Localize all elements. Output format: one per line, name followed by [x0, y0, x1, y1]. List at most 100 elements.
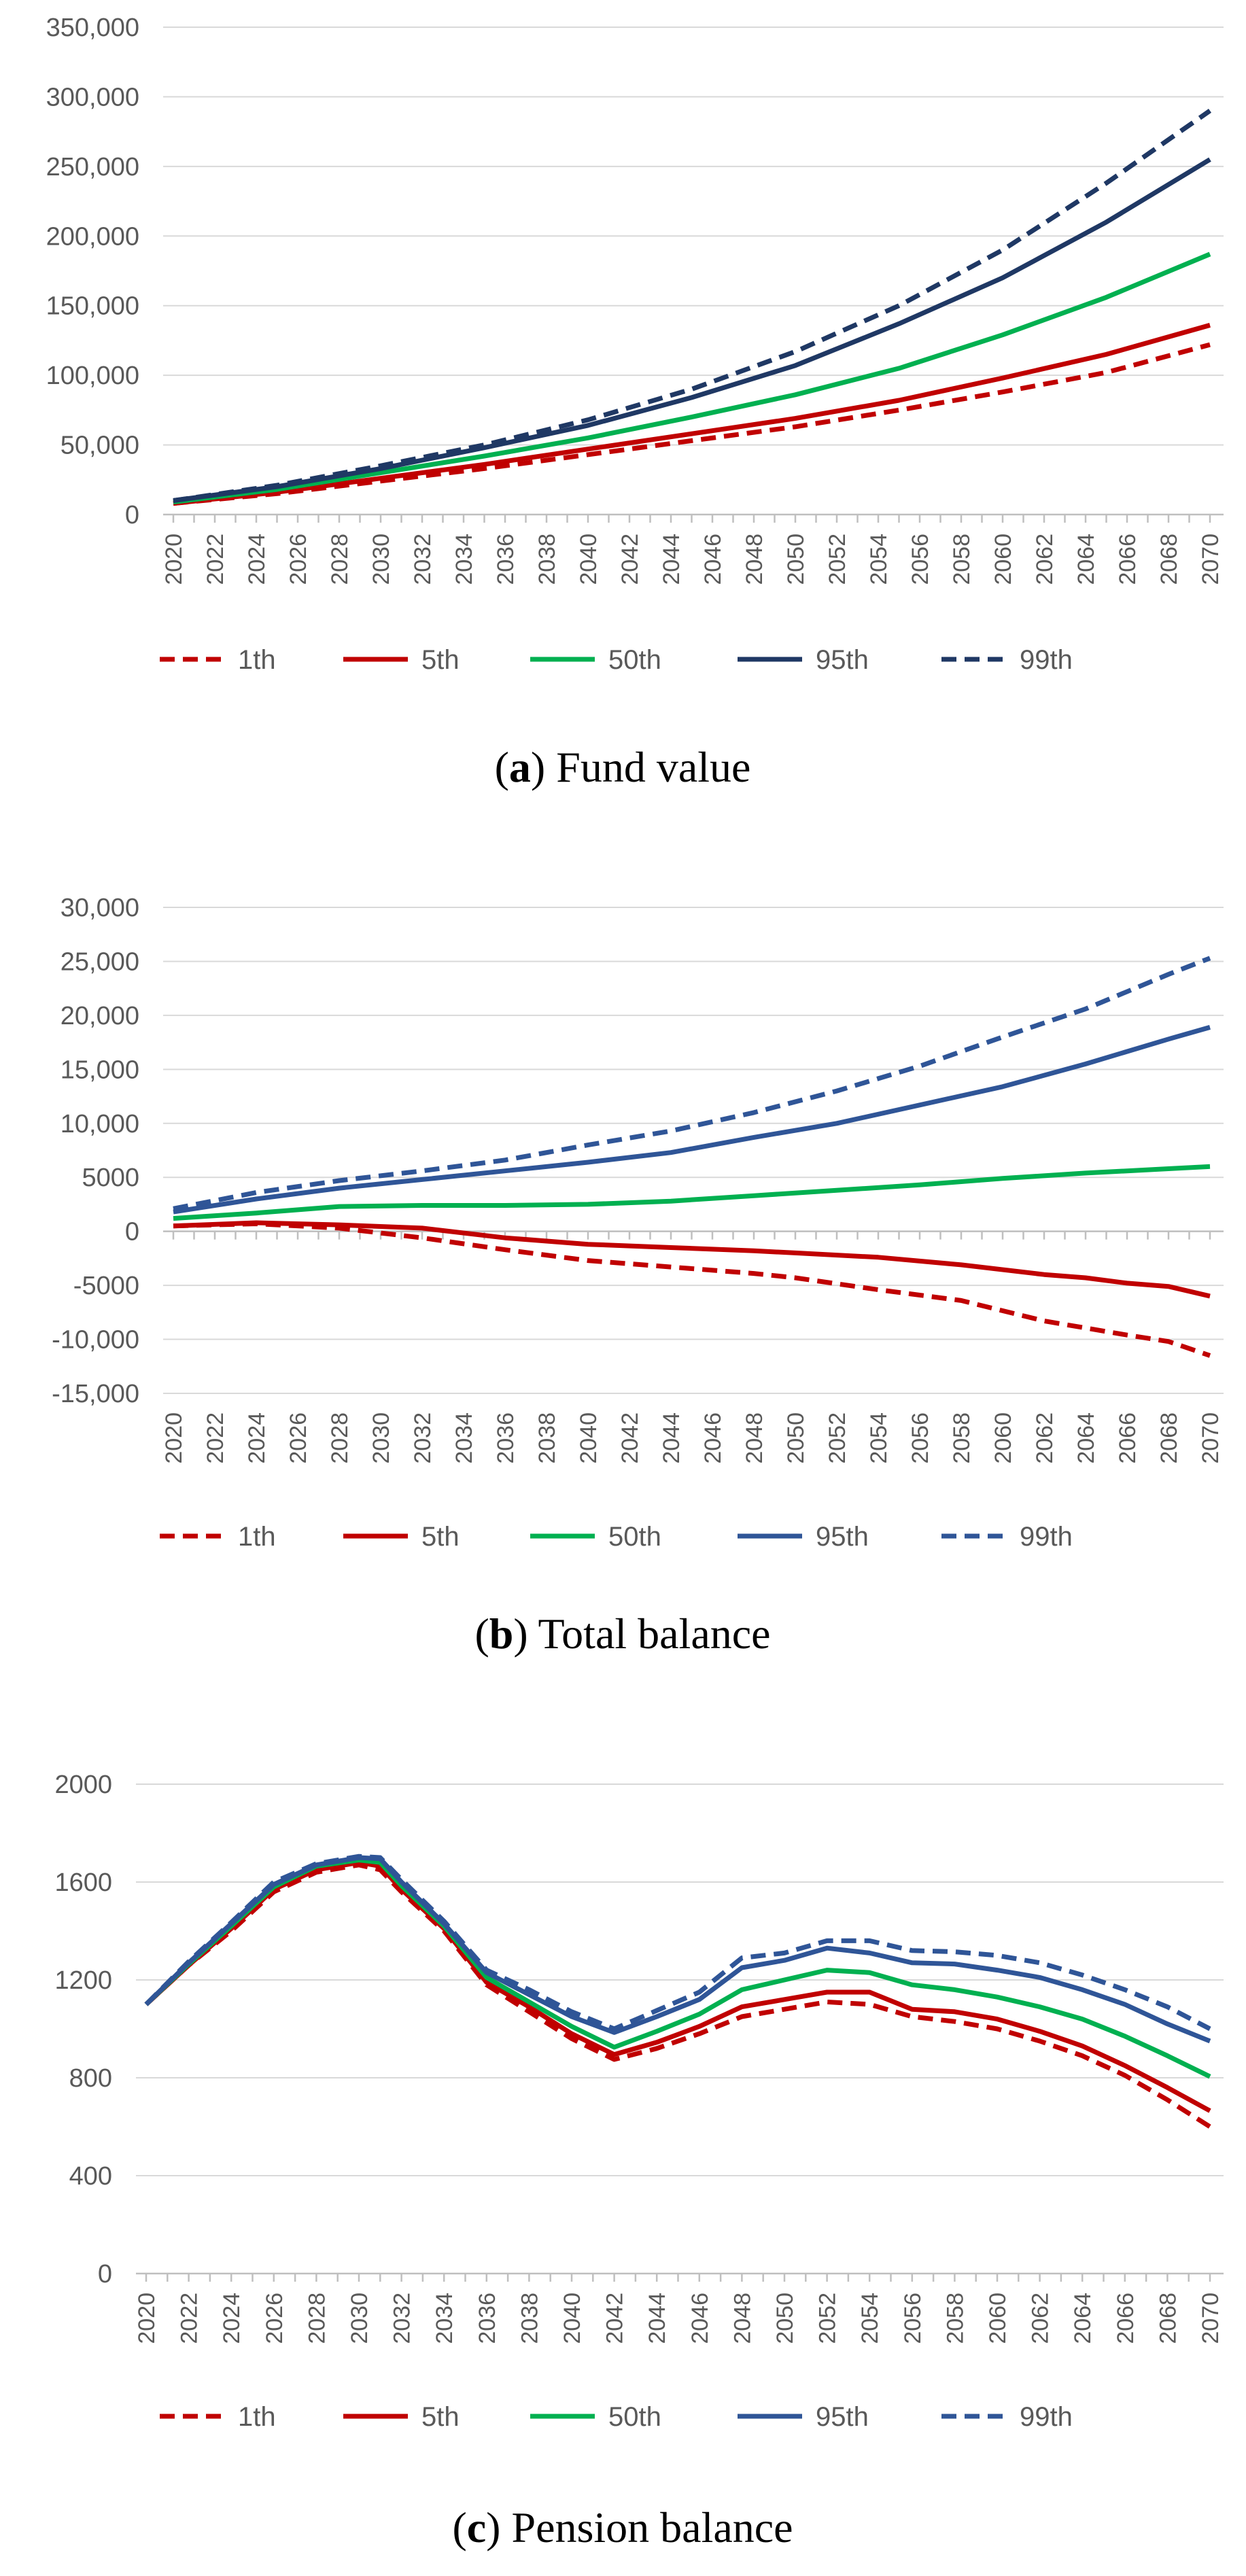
total-balance-x-tick-label: 2048 — [742, 1412, 767, 1464]
total-balance-legend-label: 1th — [238, 1522, 276, 1552]
total-balance-x-tick-label: 2060 — [990, 1412, 1016, 1464]
pension-balance-legend-label: 50th — [608, 2402, 661, 2432]
total-balance-x-tick-label: 2062 — [1032, 1412, 1058, 1464]
total-balance-x-tick-label: 2058 — [949, 1412, 975, 1464]
pension-balance-x-tick-label: 2062 — [1028, 2293, 1054, 2344]
total-balance-x-tick-label: 2044 — [659, 1412, 685, 1464]
fund-value-legend-label: 95th — [816, 645, 869, 675]
pension-balance-x-tick-label: 2044 — [644, 2293, 670, 2344]
fund-value-x-tick-label: 2028 — [327, 534, 353, 585]
total-balance-y-tick-label: 15,000 — [60, 1056, 139, 1084]
total-balance-x-tick-label: 2042 — [617, 1412, 643, 1464]
pension-balance-caption: (c) Pension balance — [452, 2503, 793, 2552]
pension-balance-y-tick-label: 2000 — [54, 1771, 112, 1799]
total-balance-x-tick-label: 2052 — [825, 1412, 850, 1464]
fund-value-caption-text: Fund value — [556, 743, 750, 791]
fund-value-x-tick-label: 2020 — [161, 534, 187, 585]
pension-balance-caption-text: Pension balance — [511, 2503, 793, 2552]
pension-balance-x-tick-label: 2064 — [1070, 2293, 1096, 2344]
total-balance-x-tick-label: 2066 — [1115, 1412, 1141, 1464]
fund-value-x-tick-label: 2042 — [617, 534, 643, 585]
fund-value-y-tick-label: 250,000 — [46, 153, 139, 181]
total-balance-series-95th — [173, 1025, 1211, 1215]
fund-value-y-tick-label: 100,000 — [46, 362, 139, 390]
fund-value-x-tick-label: 2040 — [576, 534, 602, 585]
fund-value-x-tick-label: 2044 — [659, 534, 685, 585]
total-balance-series-5th — [173, 1220, 1211, 1299]
fund-value-y-tick-label: 200,000 — [46, 222, 139, 251]
fund-value-y-tick-label: 50,000 — [60, 432, 139, 460]
fund-value-x-tick-label: 2056 — [907, 534, 933, 585]
pension-balance-y-tick-label: 800 — [69, 2064, 112, 2093]
fund-value-x-tick-label: 2054 — [866, 534, 892, 585]
total-balance-series-50th — [173, 1164, 1211, 1221]
pension-balance-x-tick-label: 2058 — [942, 2293, 968, 2344]
fund-value-x-tick-label: 2024 — [244, 534, 270, 585]
fund-value-x-tick-label: 2030 — [368, 534, 394, 585]
fund-value-x-tick-label: 2036 — [493, 534, 519, 585]
fund-value-x-tick-label: 2060 — [990, 534, 1016, 585]
total-balance-x-tick-label: 2030 — [368, 1412, 394, 1464]
fund-value-x-tick-label: 2034 — [451, 534, 477, 585]
total-balance-x-tick-label: 2032 — [410, 1412, 436, 1464]
total-balance-y-tick-label: -15,000 — [52, 1380, 139, 1408]
pension-balance-x-tick-label: 2022 — [177, 2293, 203, 2344]
fund-value-legend-label: 50th — [608, 645, 661, 675]
total-balance-x-tick-label: 2068 — [1156, 1412, 1182, 1464]
fund-value-legend-label: 99th — [1020, 645, 1073, 675]
pension-balance-series-5th — [144, 1860, 1211, 2113]
total-balance-y-tick-label: 25,000 — [60, 947, 139, 976]
pension-balance-y-tick-label: 400 — [69, 2162, 112, 2191]
total-balance-x-tick-label: 2040 — [576, 1412, 602, 1464]
fund-value-legend-label: 1th — [238, 645, 276, 675]
pension-balance-x-tick-label: 2068 — [1155, 2293, 1181, 2344]
pension-balance-y-tick-label: 1600 — [54, 1868, 112, 1897]
pension-balance-x-tick-label: 2024 — [219, 2293, 245, 2344]
total-balance-legend-label: 50th — [608, 1522, 661, 1552]
total-balance-legend-label: 95th — [816, 1522, 869, 1552]
fund-value-series-95th — [173, 157, 1211, 503]
pension-balance-caption-letter: c — [467, 2503, 486, 2552]
fund-value-x-tick-label: 2022 — [203, 534, 228, 585]
total-balance-y-tick-label: -5000 — [73, 1272, 139, 1300]
total-balance-x-tick-label: 2028 — [327, 1412, 353, 1464]
pension-balance-legend-label: 95th — [816, 2402, 869, 2432]
total-balance-x-tick-label: 2056 — [907, 1412, 933, 1464]
fund-value-x-tick-label: 2052 — [825, 534, 850, 585]
total-balance-x-tick-label: 2038 — [534, 1412, 560, 1464]
total-balance-x-tick-label: 2046 — [700, 1412, 726, 1464]
fund-value-legend-label: 5th — [421, 645, 460, 675]
fund-value-x-tick-label: 2070 — [1198, 534, 1224, 585]
fund-value-x-tick-label: 2066 — [1115, 534, 1141, 585]
pension-balance-x-tick-label: 2046 — [687, 2293, 713, 2344]
fund-value-x-tick-label: 2058 — [949, 534, 975, 585]
pension-balance-x-tick-label: 2040 — [559, 2293, 585, 2344]
total-balance-chart: -15,000 -10,000 -5000 0 5000 10,000 15,000 20,0… — [52, 894, 1224, 1658]
pension-balance-x-tick-label: 2028 — [304, 2293, 330, 2344]
fund-value-series-99th — [173, 109, 1212, 503]
pension-balance-legend-label: 1th — [238, 2402, 276, 2432]
fund-value-x-tick-label: 2048 — [742, 534, 767, 585]
total-balance-x-tick-label: 2026 — [285, 1412, 311, 1464]
pension-balance-series-1th — [144, 1862, 1211, 2129]
total-balance-legend-label: 99th — [1020, 1522, 1073, 1552]
total-balance-y-tick-label: 0 — [125, 1218, 139, 1247]
fund-value-chart: 0 50,000 100,000 150,000 200,000 250,000 300,0… — [46, 14, 1224, 791]
total-balance-x-tick-label: 2070 — [1198, 1412, 1224, 1464]
pension-balance-y-tick-label: 0 — [98, 2260, 112, 2288]
fund-value-y-tick-label: 0 — [125, 501, 139, 529]
total-balance-x-tick-label: 2050 — [783, 1412, 809, 1464]
pension-balance-x-tick-label: 2056 — [900, 2293, 926, 2344]
fund-value-y-tick-label: 300,000 — [46, 83, 139, 111]
total-balance-series-1th — [173, 1221, 1211, 1358]
fund-value-x-tick-label: 2032 — [410, 534, 436, 585]
pension-balance-x-tick-label: 2054 — [857, 2293, 883, 2344]
total-balance-caption-letter: b — [489, 1609, 514, 1658]
pension-balance-x-tick-label: 2048 — [729, 2293, 755, 2344]
fund-value-series-5th — [173, 323, 1211, 506]
pension-balance-x-tick-label: 2026 — [262, 2293, 288, 2344]
pension-balance-x-tick-label: 2042 — [602, 2293, 628, 2344]
fund-value-x-tick-label: 2064 — [1073, 534, 1099, 585]
pension-balance-x-tick-label: 2050 — [772, 2293, 798, 2344]
pension-balance-x-tick-label: 2030 — [347, 2293, 373, 2344]
